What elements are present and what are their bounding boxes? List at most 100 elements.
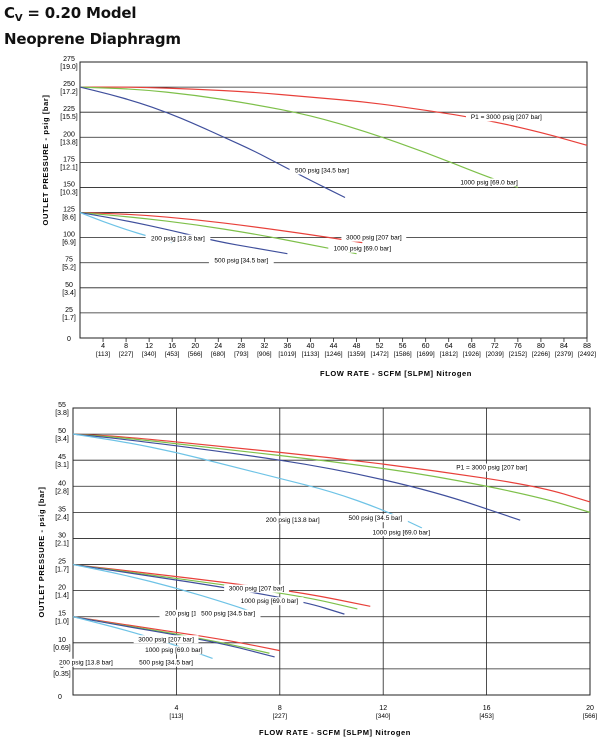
x-tick-unit-label: [793] — [234, 351, 249, 358]
x-tick-label: 84 — [560, 343, 568, 350]
y-tick-unit-label: [13.8] — [60, 139, 78, 146]
series-line-p1000 — [79, 211, 357, 255]
y-tick-unit-label: [3.4] — [62, 290, 76, 297]
x-tick-unit-label: [1586] — [394, 351, 412, 358]
y-tick-label: 125 — [63, 207, 75, 214]
series-line-p500 — [79, 86, 346, 199]
y-tick-unit-label: [0.69] — [53, 645, 71, 652]
x-tick-label: 60 — [422, 343, 430, 350]
y-tick-label: 75 — [65, 257, 73, 264]
x-tick-unit-label: [2492] — [578, 351, 596, 358]
series-annotation: 1000 psig [69.0 bar] — [241, 598, 299, 605]
x-tick-unit-label: [1699] — [417, 351, 435, 358]
y-tick-unit-label: [17.2] — [60, 89, 78, 96]
annotation-bg — [367, 528, 436, 537]
y-tick-label: 275 — [63, 56, 75, 63]
y-tick-label: 55 — [58, 402, 66, 409]
y-tick-label: 45 — [58, 454, 66, 461]
y-tick-unit-label: [0.35] — [53, 671, 71, 678]
x-tick-label: 36 — [284, 343, 292, 350]
y-tick-label: 10 — [58, 637, 66, 644]
x-tick-unit-label: [1019] — [278, 351, 296, 358]
x-tick-unit-label: [906] — [257, 351, 272, 358]
y-tick-label: 225 — [63, 106, 75, 113]
cv-rest: = 0.20 Model — [22, 4, 137, 22]
model-title: CV = 0.20 Model — [4, 4, 136, 24]
x-tick-label: 24 — [214, 343, 222, 350]
y-tick-unit-label: [12.1] — [60, 164, 78, 171]
x-tick-label: 4 — [101, 343, 105, 350]
y-tick-label: 50 — [65, 282, 73, 289]
series-line-p3000 — [79, 211, 363, 244]
chart-1: 0 25[1.7] 50[3.4] 75[5.2] 100[6.9] 125[8.6] 15… — [41, 56, 596, 378]
x-tick-label: 8 — [278, 705, 282, 712]
y-tick-label: 150 — [63, 181, 75, 188]
x-tick-unit-label: [453] — [165, 351, 180, 358]
annotation-bg — [343, 514, 408, 523]
x-tick-label: 20 — [191, 343, 199, 350]
y-tick-label: 0 — [67, 336, 71, 343]
series-annotation: 3000 psig [207 bar] — [138, 636, 194, 643]
y-tick-unit-label: [19.0] — [60, 64, 78, 71]
y-tick-unit-label: [8.6] — [62, 215, 76, 222]
y-tick-unit-label: [3.8] — [55, 410, 69, 417]
x-tick-unit-label: [1246] — [324, 351, 342, 358]
x-tick-unit-label: [227] — [273, 713, 288, 720]
x-tick-unit-label: [113] — [169, 713, 183, 720]
annotation-bg — [451, 463, 533, 472]
x-tick-label: 12 — [145, 343, 153, 350]
y-tick-label: 175 — [63, 156, 75, 163]
annotation-bg — [53, 658, 119, 667]
x-tick-label: 4 — [174, 705, 178, 712]
series-annotation: 500 psig [34.5 bar] — [295, 167, 349, 174]
series-annotation: 200 psig [13.8 bar] — [266, 517, 320, 524]
annotation-bg — [159, 609, 225, 618]
x-tick-label: 0 — [58, 694, 62, 701]
y-tick-label: 40 — [58, 480, 66, 487]
y-tick-unit-label: [2.8] — [55, 488, 69, 495]
x-tick-label: 28 — [237, 343, 245, 350]
x-tick-unit-label: [680] — [211, 351, 226, 358]
diaphragm-subtitle: Neoprene Diaphragm — [4, 30, 181, 48]
cv-prefix: C — [4, 4, 15, 22]
series-annotation: 200 psig [13.8 bar] — [151, 236, 205, 243]
x-tick-unit-label: [2266] — [532, 351, 550, 358]
y-tick-label: 15 — [58, 611, 66, 618]
chart-2: 5[0.35]10[0.69]15[1.0]20[1.4]25[1.7]30[2… — [37, 402, 597, 737]
x-tick-label: 20 — [586, 705, 594, 712]
series-annotation: 200 psig [13.8 bar] — [59, 660, 113, 667]
x-tick-unit-label: [227] — [119, 351, 134, 358]
y-tick-label: 20 — [58, 585, 66, 592]
y-tick-label: 250 — [63, 81, 75, 88]
series-annotation: 200 psig [13.8 bar] — [165, 611, 219, 618]
series-annotation: 1000 psig [69.0 bar] — [373, 529, 431, 536]
x-tick-label: 80 — [537, 343, 545, 350]
x-tick-label: 48 — [353, 343, 361, 350]
y-tick-unit-label: [10.3] — [60, 189, 78, 196]
series-annotation: 500 psig [34.5 bar] — [201, 611, 255, 618]
series-line-p500 — [72, 433, 521, 521]
y-tick-label: 25 — [58, 559, 66, 566]
y-tick-unit-label: [2.4] — [55, 514, 69, 521]
x-tick-unit-label: [340] — [142, 351, 157, 358]
y-tick-unit-label: [1.7] — [55, 567, 69, 574]
x-tick-unit-label: [2379] — [555, 351, 573, 358]
series-line-p200 — [72, 433, 423, 529]
x-tick-unit-label: [1472] — [371, 351, 389, 358]
x-tick-unit-label: [453] — [479, 713, 494, 720]
y-tick-unit-label: [5.2] — [62, 265, 76, 272]
annotation-bg — [133, 635, 199, 644]
series-annotation: 1000 psig [69.0 bar] — [145, 647, 203, 654]
x-tick-label: 16 — [168, 343, 176, 350]
x-tick-label: 76 — [514, 343, 522, 350]
y-tick-unit-label: [1.0] — [55, 619, 69, 626]
series-annotation: P1 = 3000 psig [207 bar] — [456, 465, 527, 472]
annotation-bg — [139, 646, 208, 655]
y-tick-unit-label: [3.4] — [55, 436, 69, 443]
series-line-p500 — [79, 211, 288, 255]
x-tick-label: 64 — [445, 343, 453, 350]
x-tick-label: 8 — [124, 343, 128, 350]
y-tick-unit-label: [15.5] — [60, 114, 78, 121]
y-tick-label: 30 — [58, 532, 66, 539]
